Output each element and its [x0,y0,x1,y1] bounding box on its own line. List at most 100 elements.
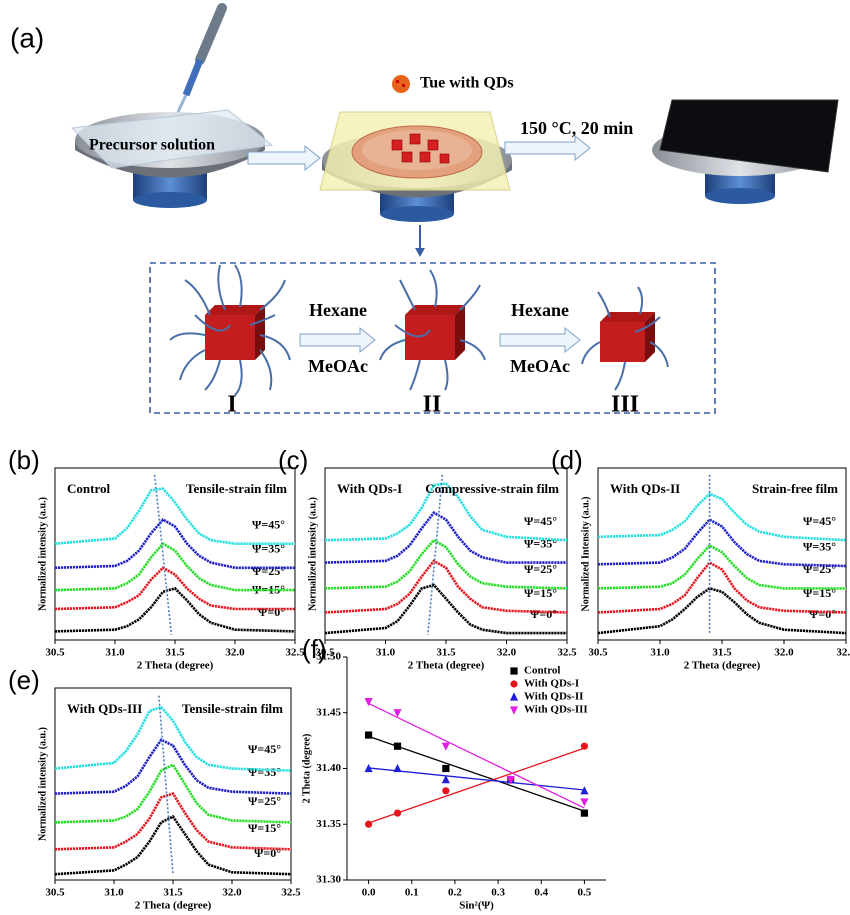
y-tick-label: 31.30 [316,874,341,886]
x-tick-label: 31.5 [165,647,185,659]
point [365,821,372,828]
spin-coater-3 [652,100,838,204]
x-tick-label: 31.0 [104,887,124,899]
legend-marker [510,692,518,700]
panel-label: (d) [551,445,583,475]
x-tick-label: 32.5 [281,887,301,899]
x-tick-label: 0.0 [362,887,376,899]
x-tick-label: 30.5 [45,887,65,899]
x-tick-label: 31.5 [436,647,456,659]
spin-coater-1: Precursor solution [72,110,272,208]
x-tick-label: 32.5 [836,647,850,659]
legend-marker [510,680,517,687]
series-label: Ψ=45° [248,742,281,756]
strain-label: Compressive-strain film [425,481,559,496]
legend-label: With QDs-III [524,704,588,716]
arrow [505,136,590,160]
y-axis-label: Normalized intensity (a.u.) [37,727,48,841]
point [442,765,449,772]
strain-label: Strain-free film [752,481,838,496]
wash-label: MeOAc [308,356,368,376]
y-tick-label: 31.35 [316,818,341,830]
series-label: Ψ=45° [252,517,285,531]
y-tick-label: 31.50 [316,651,341,663]
pipette [172,8,222,125]
anneal-label: 150 °C, 20 min [520,118,633,138]
series-label: Ψ=35° [803,540,836,554]
legend-marker [510,667,517,674]
sample-label: With QDs-II [610,481,680,496]
stage-label: I [227,392,236,418]
fit-line [369,748,585,823]
legend-label: With QDs-II [524,691,583,703]
stage-label: II [423,392,442,418]
figure: (a) Precursor solution Tue with QDs [0,0,850,915]
x-tick-label: 32.0 [497,647,517,659]
point [394,810,401,817]
x-tick-label: 31.0 [376,647,396,659]
charts: 30.5 31.0 31.5 32.0 32.5 2 Theta (degree) Norm… [8,445,850,912]
sample-label: With QDs-III [67,701,142,716]
cube-3 [582,287,668,390]
panel-label: (a) [10,22,44,53]
wash-label: Hexane [309,300,367,320]
y-axis-label: 2 Theta (degree) [301,734,312,804]
cube-1 [170,265,290,395]
wash-label: MeOAc [510,356,570,376]
x-tick-label: 31.0 [105,647,125,659]
point [580,798,588,806]
x-axis-label: Sin²(Ψ) [459,900,494,912]
series-label: Ψ=45° [803,514,836,528]
series-label: Ψ=35° [248,765,281,779]
strain-label: Tensile-strain film [186,481,287,496]
fit-line [369,703,585,808]
series-label: Ψ=25° [524,562,557,576]
x-axis-label: 2 Theta (degree) [408,660,485,672]
point [394,743,401,750]
point [365,731,372,738]
x-tick-label: 0.1 [405,887,419,899]
arrow-head [415,248,425,257]
x-tick-label: 32.0 [225,647,245,659]
series-label: Ψ=0° [258,605,285,619]
y-axis-label: Normalized intensity (a.u.) [307,497,318,611]
y-axis-label: Normalized intensity (a.u.) [37,497,48,611]
panel-label: (b) [8,445,40,475]
spectrum [55,707,291,770]
point [442,743,450,751]
spectrum [55,489,295,544]
x-tick-label: 0.4 [534,887,548,899]
y-tick-label: 31.45 [316,706,341,718]
legend-marker [510,706,518,714]
legend-label: With QDs-I [524,678,579,690]
peak-guide [159,696,173,875]
x-tick-label: 30.5 [45,647,65,659]
x-tick-label: 31.5 [163,887,183,899]
x-axis-label: 2 Theta (degree) [135,900,212,912]
x-tick-label: 31.0 [650,647,670,659]
cube-2 [380,270,485,390]
y-tick-label: 31.40 [316,762,341,774]
x-tick-label: 30.5 [588,647,608,659]
spin-coater-2: Tue with QDs [320,75,514,222]
point [393,764,401,772]
x-tick-label: 32.5 [557,647,577,659]
legend-label: Control [524,665,560,677]
x-axis-label: 2 Theta (degree) [684,660,761,672]
x-axis-label: 2 Theta (degree) [137,660,214,672]
x-tick-label: 0.2 [448,887,462,899]
wash-label: Hexane [511,300,569,320]
x-tick-label: 0.3 [491,887,505,899]
x-tick-label: 0.5 [578,887,592,899]
point [581,743,588,750]
series-label: Ψ=45° [524,514,557,528]
step-label: Precursor solution [89,137,215,154]
panel-label: (c) [278,445,308,475]
peak-guide [428,475,443,635]
point [581,810,588,817]
x-tick-label: 31.5 [712,647,732,659]
panel-label: (e) [8,665,40,695]
x-tick-label: 32.0 [774,647,794,659]
series-label: Ψ=25° [248,794,281,808]
panel-a: (a) Precursor solution Tue with QDs [10,8,838,418]
